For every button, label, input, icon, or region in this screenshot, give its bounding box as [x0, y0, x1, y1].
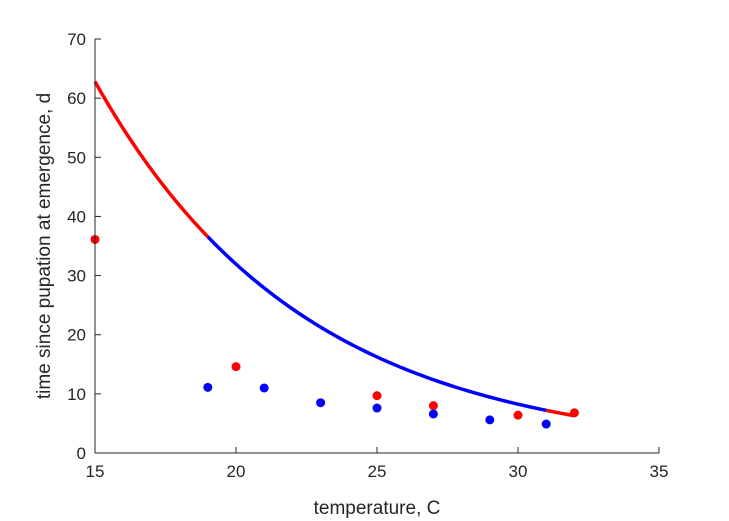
red-data-point	[513, 410, 523, 420]
y-tick-label: 70	[67, 30, 86, 49]
y-tick-label: 40	[67, 207, 86, 226]
blue-data-point	[372, 403, 382, 413]
x-tick-label: 20	[227, 462, 246, 481]
curve-segment-2	[206, 235, 547, 413]
x-tick-label: 35	[650, 462, 669, 481]
red-data-point	[428, 401, 438, 411]
y-axis-label: time since pupation at emergence, d	[34, 93, 55, 399]
y-tick-label: 50	[67, 148, 86, 167]
x-axis-label: temperature, C	[314, 498, 441, 519]
y-tick-label: 0	[77, 444, 86, 463]
blue-data-point	[541, 419, 551, 429]
red-data-point	[569, 408, 579, 418]
curve-segment-3	[544, 408, 576, 418]
plot-area	[90, 80, 579, 429]
y-tick-label: 10	[67, 385, 86, 404]
x-tick-label: 15	[86, 462, 105, 481]
x-tick-label: 30	[509, 462, 528, 481]
y-tick-label: 60	[67, 89, 86, 108]
blue-data-point	[485, 415, 495, 425]
red-data-point	[231, 362, 241, 372]
red-data-point	[372, 391, 382, 401]
axes: 15 20 25 30 35 0 10 20 30 40 50 60 70	[67, 30, 668, 481]
blue-data-point	[259, 383, 269, 393]
x-tick-label: 25	[368, 462, 387, 481]
y-tick-label: 20	[67, 326, 86, 345]
blue-data-point	[428, 409, 438, 419]
y-tick-label: 30	[67, 267, 86, 286]
curve-segment-1	[93, 80, 210, 238]
blue-data-point	[203, 382, 213, 392]
blue-data-point	[316, 398, 326, 408]
